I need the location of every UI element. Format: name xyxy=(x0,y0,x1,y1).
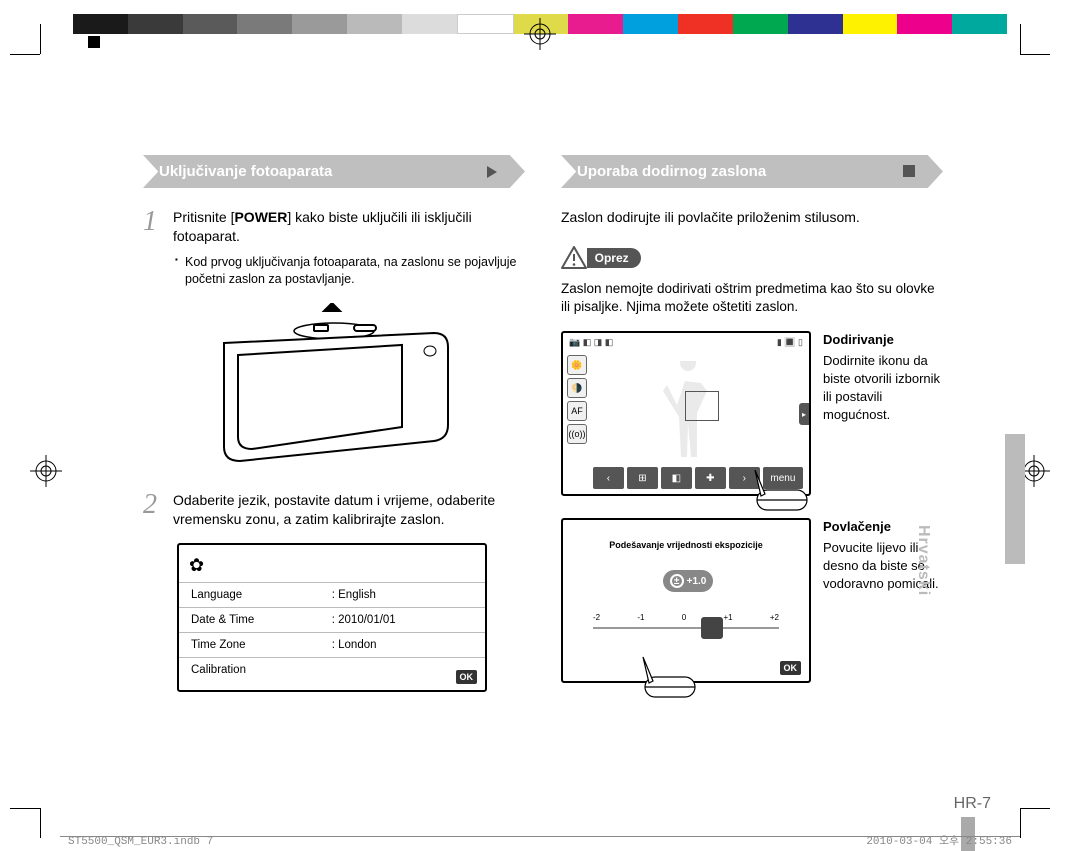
touching-demo: 📷 ◧ ◨ ◧ ▮ 🔳 ▯ 🌼 🌗 AF ((o)) ▸ ‹ ⊞ xyxy=(561,331,943,496)
section-title: Uključivanje fotoaparata xyxy=(159,163,332,180)
step-2: 2 Odaberite jezik, postavite datum i vri… xyxy=(143,491,525,529)
settings-screen: ✿ Language: English Date & Time: 2010/01… xyxy=(177,543,487,692)
continue-arrow-icon xyxy=(487,166,497,178)
step-note: Kod prvog uključivanja fotoaparata, na z… xyxy=(175,254,525,289)
status-bar: 📷 ◧ ◨ ◧ ▮ 🔳 ▯ xyxy=(569,337,803,351)
slider-track xyxy=(593,627,779,629)
step-text: Odaberite jezik, postavite datum i vrije… xyxy=(173,491,525,529)
section-header-power: Uključivanje fotoaparata xyxy=(143,155,525,188)
focus-square-icon xyxy=(685,391,719,421)
ev-badge: ± +1.0 xyxy=(663,570,713,592)
right-column: Uporaba dodirnog zaslona Zaslon dodirujt… xyxy=(561,155,943,795)
toolbar-button[interactable]: ‹ xyxy=(593,467,624,489)
touching-desc: Dodirivanje Dodirnite ikonu da biste otv… xyxy=(823,331,943,424)
warning-triangle-icon xyxy=(561,246,587,270)
section-header-touch: Uporaba dodirnog zaslona xyxy=(561,155,943,188)
table-row: Language: English xyxy=(179,582,485,607)
flash-icon[interactable]: 🌗 xyxy=(567,378,587,398)
exposure-slider[interactable]: -2 -1 0 +1 +2 xyxy=(593,613,779,643)
exposure-title: Podešavanje vrijednosti ekspozicije xyxy=(563,540,809,550)
step-number: 1 xyxy=(143,208,165,246)
thumb-tab xyxy=(1005,434,1025,564)
toolbar-button[interactable]: ⊞ xyxy=(627,467,658,489)
side-tab-icon[interactable]: ▸ xyxy=(799,403,809,425)
mode-icon[interactable]: 🌼 xyxy=(567,355,587,375)
step-1: 1 Pritisnite [POWER] kako biste uključil… xyxy=(143,208,525,246)
section-title: Uporaba dodirnog zaslona xyxy=(577,163,766,180)
registration-mark-icon xyxy=(524,18,556,50)
ev-icon: ± xyxy=(670,574,684,588)
footer-timestamp: 2010-03-04 오후 2:55:36 xyxy=(866,832,1012,848)
registration-gap xyxy=(492,0,588,12)
left-icon-column: 🌼 🌗 AF ((o)) xyxy=(567,355,587,444)
caution-badge: Oprez xyxy=(561,246,641,270)
af-icon[interactable]: AF xyxy=(567,401,587,421)
table-row: Date & Time: 2010/01/01 xyxy=(179,607,485,632)
table-row: Calibration xyxy=(179,657,485,682)
settings-table: Language: English Date & Time: 2010/01/0… xyxy=(179,582,485,682)
left-column: Uključivanje fotoaparata 1 Pritisnite [P… xyxy=(143,155,525,795)
step-number: 2 xyxy=(143,491,165,529)
step-text: Pritisnite [POWER] kako biste uključili … xyxy=(173,208,525,246)
stabilize-icon[interactable]: ((o)) xyxy=(567,424,587,444)
touching-title: Dodirivanje xyxy=(823,331,943,349)
caution-text: Zaslon nemojte dodirivati oštrim predmet… xyxy=(561,280,943,318)
language-label: Hrvatski xyxy=(914,525,932,596)
gear-icon: ✿ xyxy=(179,553,485,582)
ok-button[interactable]: OK xyxy=(780,661,802,675)
end-square-icon xyxy=(903,165,915,177)
footer-file: ST5500_QSM_EUR3.indb 7 xyxy=(68,836,213,848)
toolbar-button[interactable]: ✚ xyxy=(695,467,726,489)
stylus-icon xyxy=(753,464,813,524)
page-content: Uključivanje fotoaparata 1 Pritisnite [P… xyxy=(143,155,943,795)
intro-text: Zaslon dodirujte ili povlačite priloženi… xyxy=(561,208,943,228)
black-square-mark xyxy=(88,36,100,48)
touching-screen: 📷 ◧ ◨ ◧ ▮ 🔳 ▯ 🌼 🌗 AF ((o)) ▸ ‹ ⊞ xyxy=(561,331,811,496)
caution-label: Oprez xyxy=(587,248,641,268)
dragging-screen: Podešavanje vrijednosti ekspozicije ± +1… xyxy=(561,518,811,683)
stylus-icon xyxy=(641,651,701,711)
ok-button[interactable]: OK xyxy=(456,670,478,684)
dragging-demo: Podešavanje vrijednosti ekspozicije ± +1… xyxy=(561,518,943,683)
toolbar-button[interactable]: ◧ xyxy=(661,467,692,489)
camera-illustration xyxy=(194,303,474,473)
slider-knob[interactable] xyxy=(701,617,723,639)
slider-ticks: -2 -1 0 +1 +2 xyxy=(593,613,779,622)
registration-mark-icon xyxy=(30,455,62,487)
table-row: Time Zone: London xyxy=(179,632,485,657)
page-number: HR-7 xyxy=(954,795,991,813)
